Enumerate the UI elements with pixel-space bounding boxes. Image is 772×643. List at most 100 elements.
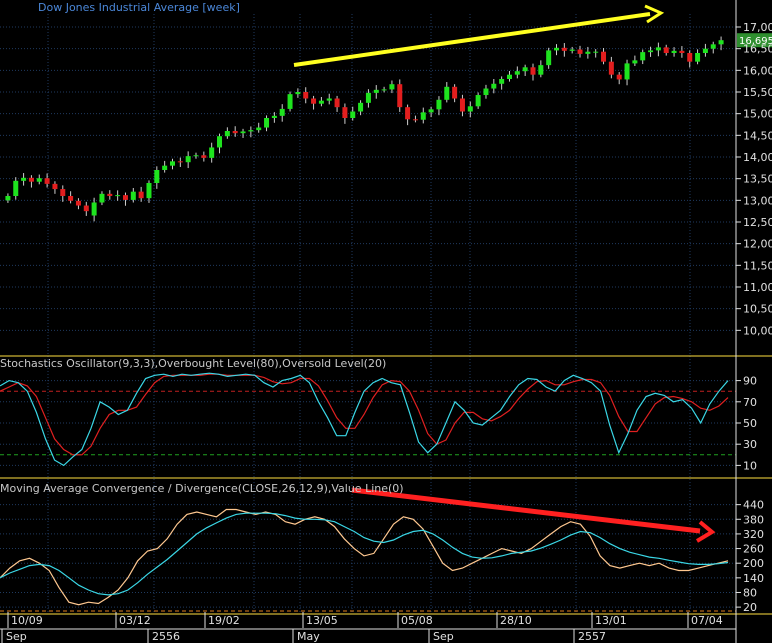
candle-body[interactable] [91,202,97,216]
candle-body[interactable] [240,131,246,134]
candle-body[interactable] [569,49,575,51]
candle-body[interactable] [373,89,379,93]
candle-body[interactable] [444,86,450,100]
candle-body[interactable] [687,53,693,62]
candle-body[interactable] [303,92,309,99]
candle-body[interactable] [75,200,81,206]
candle-body[interactable] [185,156,191,163]
candle-body[interactable] [585,51,591,54]
candle-body[interactable] [287,94,293,109]
candle-body[interactable] [36,178,42,182]
macd-signal-line[interactable] [0,512,729,596]
candle-body[interactable] [264,118,270,128]
candle-body[interactable] [702,48,708,53]
candle-body[interactable] [420,112,426,120]
candle-body[interactable] [224,131,230,137]
candle-body[interactable] [710,44,716,49]
x-date-label: 05/08 [401,614,433,627]
candle-body[interactable] [193,155,199,157]
stochastic-d-line[interactable] [0,373,729,456]
candle-body[interactable] [146,183,152,199]
candle-body[interactable] [459,98,465,112]
candle-body[interactable] [718,40,724,45]
candle-body[interactable] [436,99,442,110]
stochastic-panel[interactable] [0,372,736,467]
candle-body[interactable] [130,191,136,200]
candle-body[interactable] [107,193,113,196]
macd-line[interactable] [0,508,729,606]
candle-body[interactable] [483,88,489,96]
candle-body[interactable] [452,86,458,99]
candle-body[interactable] [412,119,418,121]
candle-body[interactable] [640,52,646,61]
candle-body[interactable] [381,89,387,91]
candle-body[interactable] [154,170,160,183]
candle-body[interactable] [217,136,223,148]
candle-body[interactable] [522,67,528,72]
candle-body[interactable] [554,47,560,51]
candle-body[interactable] [499,79,505,84]
candle-body[interactable] [138,191,144,199]
candle-body[interactable] [671,50,677,53]
candle-body[interactable] [28,177,34,182]
candle-body[interactable] [601,51,607,62]
candle-body[interactable] [365,92,371,103]
candle-body[interactable] [44,178,50,184]
candle-body[interactable] [318,100,324,104]
candle-body[interactable] [350,111,356,119]
candle-body[interactable] [467,106,473,112]
candle-body[interactable] [593,51,599,53]
candle-body[interactable] [115,195,121,197]
candle-body[interactable] [52,183,58,190]
candle-body[interactable] [162,165,168,170]
candle-body[interactable] [13,180,19,196]
candle-body[interactable] [616,74,622,80]
candle-body[interactable] [546,50,552,66]
candle-body[interactable] [624,63,630,80]
candle-body[interactable] [608,61,614,75]
candle-body[interactable] [256,127,262,131]
candle-body[interactable] [530,67,536,75]
candle-body[interactable] [663,47,669,53]
candle-body[interactable] [577,49,583,54]
candle-body[interactable] [271,115,277,118]
candle-body[interactable] [295,92,301,95]
candle-body[interactable] [326,98,332,101]
candle-body[interactable] [695,53,701,62]
candle-body[interactable] [201,155,207,158]
candle-body[interactable] [60,189,66,196]
candle-body[interactable] [232,131,238,134]
candle-body[interactable] [561,47,567,51]
candle-body[interactable] [334,98,340,108]
candle-body[interactable] [358,102,364,112]
candle-body[interactable] [99,193,105,203]
candle-body[interactable] [342,107,348,118]
candle-body[interactable] [169,161,175,166]
candle-body[interactable] [21,177,27,181]
candle-body[interactable] [68,196,74,201]
candle-body[interactable] [311,98,317,104]
candle-body[interactable] [632,60,638,64]
candle-body[interactable] [83,205,89,212]
candle-body[interactable] [428,109,434,113]
candle-body[interactable] [5,196,11,201]
candle-body[interactable] [248,130,254,132]
macd-panel[interactable] [0,508,736,612]
candle-body[interactable] [177,161,183,163]
candle-body[interactable] [405,107,411,120]
candle-body[interactable] [648,50,654,53]
candle-body[interactable] [389,84,395,90]
candle-body[interactable] [122,195,128,200]
candle-body[interactable] [506,74,512,79]
candle-body[interactable] [655,47,661,51]
candle-body[interactable] [209,147,215,158]
candle-body[interactable] [475,95,481,107]
candle-body[interactable] [491,83,497,89]
candle-body[interactable] [679,50,685,53]
candle-body[interactable] [279,108,285,116]
candle-body[interactable] [397,84,403,108]
price-panel[interactable]: 16,695. [5,33,772,222]
candle-body[interactable] [514,71,520,75]
candle-body[interactable] [538,65,544,75]
stochastic-k-line[interactable] [0,372,729,467]
